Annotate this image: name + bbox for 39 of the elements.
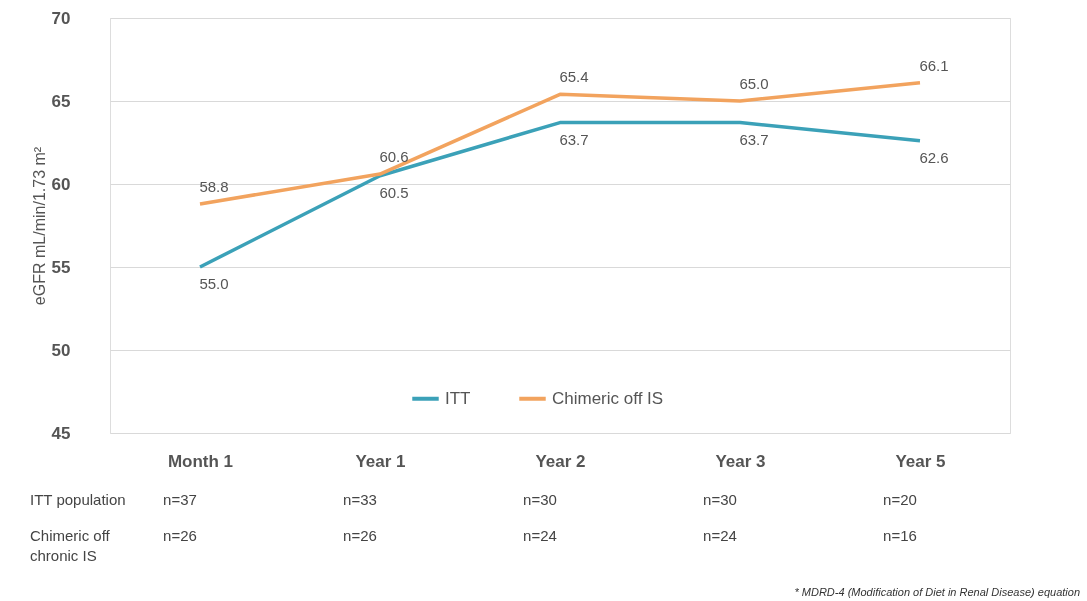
- x-tick-label: Year 5: [895, 451, 946, 471]
- y-tick-label: 50: [51, 340, 71, 360]
- data-label: 63.7: [739, 130, 769, 148]
- data-label: 55.0: [199, 275, 229, 292]
- text: Chimeric off chronic IS: [30, 527, 111, 564]
- line-series: [198, 120, 922, 269]
- data-label: 63.7: [559, 130, 589, 148]
- data-label: 65.0: [739, 75, 769, 92]
- text: * MDRD-4 (Modification of Diet in Renal Disease) equation: [794, 586, 1080, 598]
- legend-label: Chimeric off IS: [552, 388, 664, 408]
- text: n=37: [163, 491, 197, 508]
- x-tick-label: Year 2: [535, 451, 586, 471]
- y-tick-label: 65: [51, 91, 71, 111]
- x-tick-label: Year 3: [715, 451, 766, 471]
- x-tick-label: Year 1: [355, 451, 406, 471]
- y-axis-title: eGFR mL/min/1.73 m²: [30, 146, 48, 306]
- text: n=30: [703, 491, 737, 508]
- data-label: 58.8: [199, 177, 229, 195]
- y-tick-label: 45: [51, 423, 71, 443]
- data-label: 62.6: [919, 148, 949, 166]
- text: ITT population: [30, 491, 126, 508]
- text: n=26: [163, 527, 197, 544]
- legend-label: ITT: [445, 388, 471, 408]
- text: n=33: [343, 491, 377, 508]
- text: n=24: [523, 527, 557, 544]
- y-tick-label: 70: [51, 8, 71, 28]
- data-label: 60.5: [379, 183, 409, 201]
- text: n=24: [703, 527, 737, 544]
- data-label: 65.4: [559, 68, 589, 86]
- text: n=30: [523, 491, 557, 508]
- data-label: 66.1: [919, 56, 949, 74]
- text: n=26: [343, 527, 377, 544]
- text: n=16: [883, 527, 917, 544]
- line-series: [198, 80, 922, 206]
- y-tick-label: 55: [51, 257, 71, 277]
- data-label: 60.6: [379, 148, 409, 166]
- y-tick-label: 60: [51, 174, 71, 194]
- text: n=20: [883, 491, 917, 508]
- x-tick-label: Month 1: [167, 451, 234, 471]
